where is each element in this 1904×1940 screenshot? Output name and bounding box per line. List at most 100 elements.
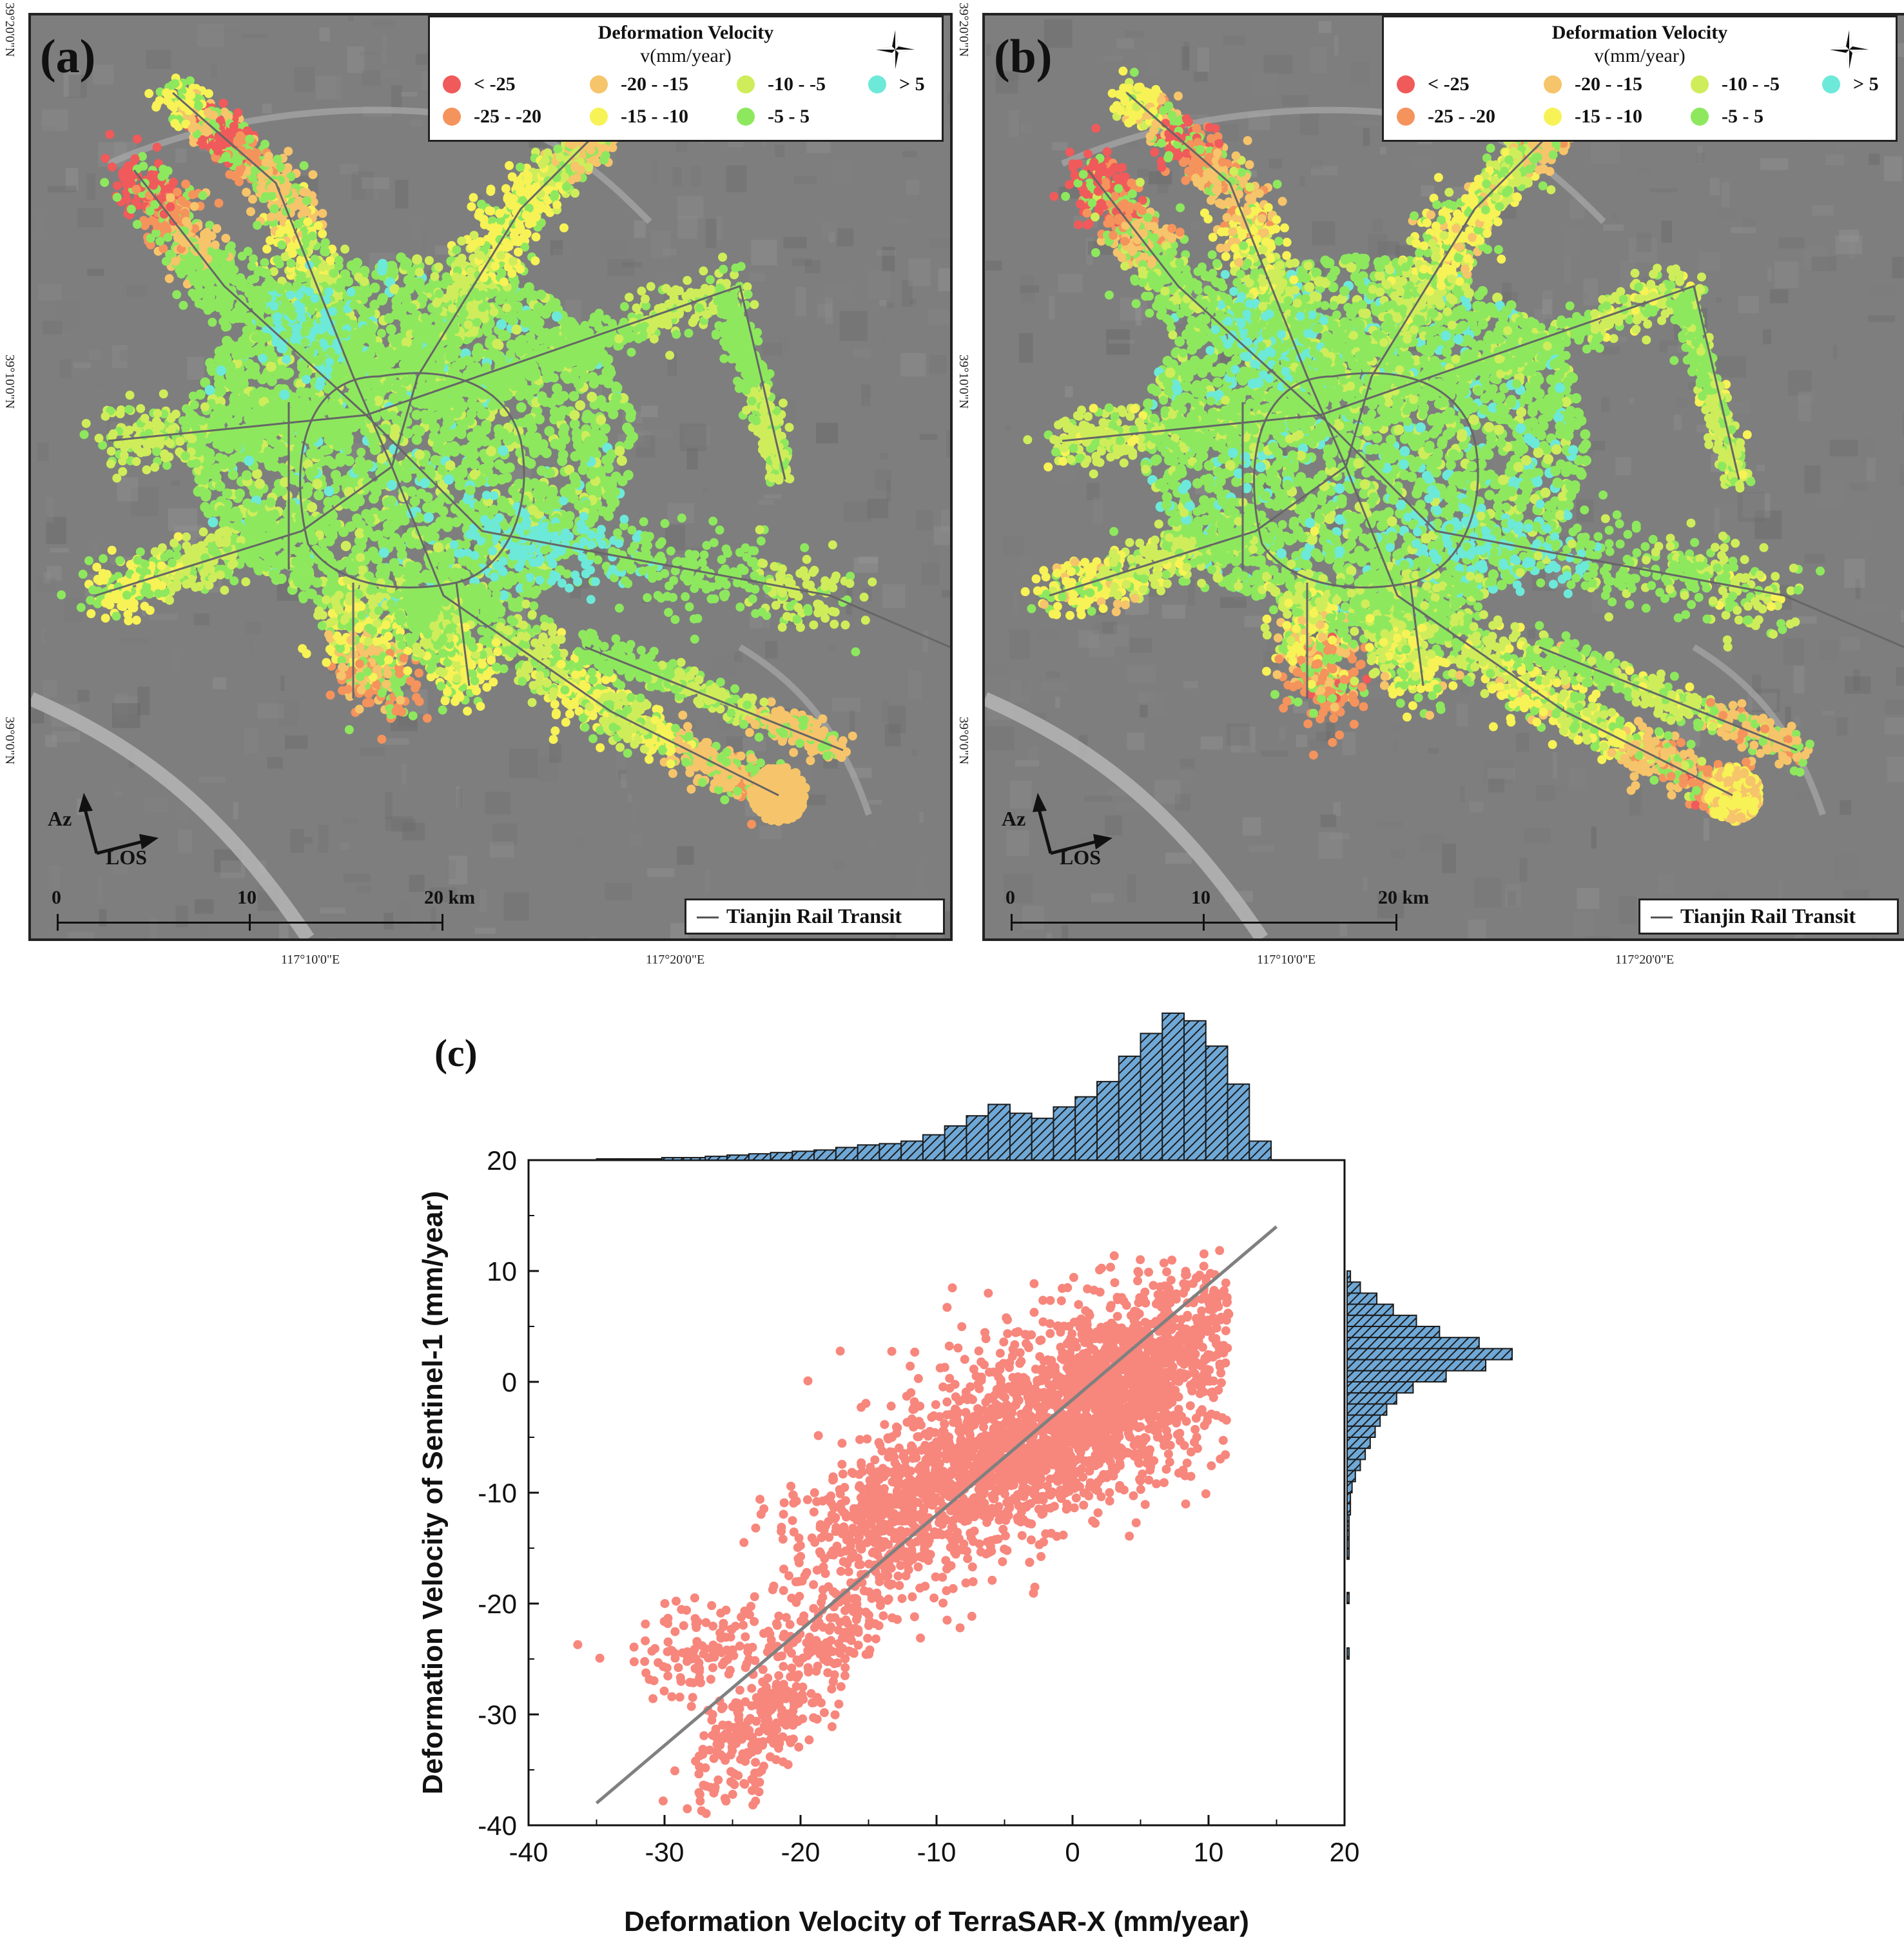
scatter-point — [1078, 1334, 1087, 1344]
y-tick-label: 0 — [502, 1367, 517, 1397]
scatter-point — [1187, 1386, 1197, 1396]
scatter-point — [898, 1551, 908, 1561]
right-histogram-bar — [1346, 1448, 1366, 1460]
scatter-point — [882, 1493, 891, 1502]
scatter-point — [815, 1640, 824, 1650]
scatter-point — [1112, 1312, 1122, 1321]
scatter-point — [674, 1663, 683, 1673]
scale-label-0: 0 — [1005, 887, 1015, 909]
scatter-point — [1000, 1531, 1010, 1540]
scatter-point — [1056, 1296, 1066, 1306]
scatter-point — [893, 1571, 903, 1581]
scatter-point — [833, 1625, 843, 1635]
scatter-point — [897, 1594, 907, 1604]
scatter-point — [1027, 1476, 1037, 1486]
legend-swatch — [868, 75, 886, 93]
scatter-point — [667, 1692, 677, 1702]
scatter-point — [1139, 1372, 1149, 1381]
scatter-point — [951, 1500, 961, 1510]
scatter-point — [1034, 1504, 1044, 1514]
scatter-point — [1110, 1278, 1120, 1288]
scatter-point — [1096, 1395, 1106, 1404]
scatter-point — [754, 1787, 764, 1797]
scatter-point — [1088, 1516, 1098, 1526]
scatter-point — [799, 1611, 809, 1621]
scatter-point — [742, 1609, 752, 1618]
scatter-point — [1202, 1372, 1212, 1382]
los-label: LOS — [1060, 846, 1101, 869]
scatter-point — [1167, 1256, 1177, 1265]
scatter-point — [1011, 1493, 1021, 1502]
scatter-point — [813, 1662, 822, 1671]
scatter-point — [1043, 1355, 1053, 1364]
scatter-point — [1029, 1450, 1039, 1460]
scatter-point — [1179, 1369, 1189, 1379]
scatter-point — [942, 1473, 952, 1482]
legend-label: > 5 — [899, 72, 925, 97]
scatter-point — [1074, 1402, 1083, 1411]
scatter-point — [927, 1413, 937, 1422]
scatter-point — [759, 1694, 769, 1704]
scatter-point — [755, 1495, 765, 1504]
scatter-point — [779, 1498, 789, 1508]
scatter-point — [857, 1544, 866, 1554]
right-histogram-bar — [1346, 1525, 1350, 1538]
scatter-point — [827, 1722, 837, 1731]
scatter-point — [718, 1720, 728, 1730]
scatter-point — [883, 1596, 893, 1605]
scatter-point — [844, 1602, 853, 1612]
scatter-point — [1103, 1417, 1113, 1427]
panel-label-a: (a) — [40, 30, 95, 84]
scatter-point — [705, 1745, 715, 1755]
right-histogram-bar — [1346, 1292, 1378, 1305]
scatter-point — [1221, 1278, 1230, 1288]
scatter-point — [1000, 1393, 1010, 1402]
scatter-point — [893, 1615, 902, 1624]
scatter-point — [793, 1554, 803, 1564]
scatter-point — [995, 1361, 1005, 1371]
scatter-point — [813, 1431, 823, 1440]
scatter-point — [1027, 1519, 1036, 1529]
right-histogram-bar — [1346, 1547, 1350, 1560]
scatter-point — [1122, 1408, 1132, 1418]
scatter-point — [855, 1480, 864, 1490]
scatter-point — [1001, 1409, 1011, 1419]
legend-label: -10 - -5 — [768, 72, 826, 97]
scatter-point — [929, 1593, 939, 1603]
top-histogram-bar — [922, 1134, 946, 1161]
top-histogram-bar — [835, 1147, 859, 1161]
scatter-point — [1067, 1372, 1077, 1382]
scatter-point — [788, 1516, 797, 1526]
scatter-point — [962, 1546, 971, 1556]
scatter-point — [1159, 1258, 1169, 1268]
scatter-point — [1013, 1388, 1022, 1398]
scatter-point — [1035, 1352, 1045, 1361]
scatter-point — [838, 1633, 848, 1643]
x-axis-title: Deformation Velocity of TerraSAR-X (mm/y… — [624, 1906, 1249, 1937]
scatter-point — [1050, 1380, 1060, 1390]
scatter-point — [1165, 1457, 1174, 1467]
scatter-point — [1114, 1374, 1124, 1384]
scatter-point — [779, 1680, 788, 1689]
scatter-point — [954, 1426, 964, 1436]
scatter-point — [1078, 1472, 1088, 1482]
scatter-point — [781, 1720, 791, 1730]
scatter-point — [1129, 1491, 1138, 1500]
top-histogram-bar — [1074, 1096, 1098, 1161]
scatter-point — [929, 1529, 939, 1539]
scatter-point — [979, 1360, 989, 1370]
scatter-point — [1151, 1387, 1161, 1397]
scatter-point — [1178, 1288, 1188, 1298]
scatter-point — [944, 1341, 954, 1351]
x-tick-label: -40 — [509, 1837, 549, 1867]
fit-line — [595, 1225, 1278, 1805]
scatter-point — [969, 1526, 979, 1536]
scatter-point — [921, 1470, 931, 1479]
scatter-point — [1163, 1341, 1172, 1351]
top-histogram-bar — [1161, 1013, 1185, 1161]
scatter-point — [942, 1410, 951, 1420]
legend-swatch — [1691, 75, 1709, 93]
scatter-point — [692, 1638, 702, 1647]
scatter-point — [728, 1790, 737, 1799]
scatter-point — [810, 1488, 819, 1498]
